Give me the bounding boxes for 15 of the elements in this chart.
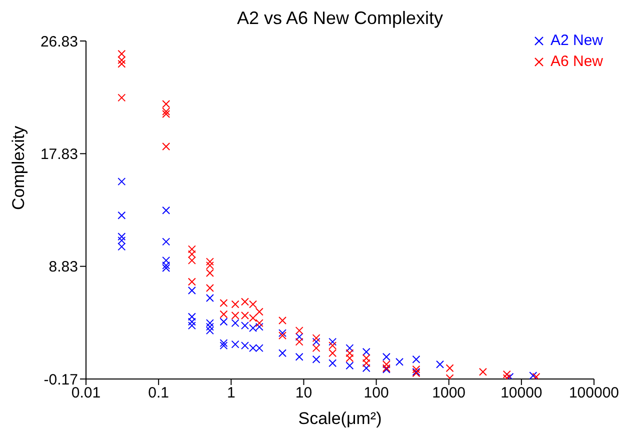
x-tick-label: 0.1 bbox=[148, 384, 169, 402]
legend-label: A6 New bbox=[550, 52, 603, 72]
y-tick-label: 8.83 bbox=[48, 258, 78, 276]
x-axis-title: Scale(μm²) bbox=[298, 409, 382, 428]
x-tick-label: 100 bbox=[364, 384, 389, 402]
y-axis-title: Complexity bbox=[9, 125, 28, 210]
x-tick-label: 100000 bbox=[568, 384, 620, 402]
chart-title: A2 vs A6 New Complexity bbox=[236, 8, 444, 29]
y-tick-label: 26.83 bbox=[40, 33, 78, 50]
x-tick-label: 1000 bbox=[432, 384, 466, 402]
legend-label: A2 New bbox=[550, 31, 603, 51]
y-tick-label: 17.83 bbox=[40, 146, 78, 163]
x-tick-label: 10 bbox=[295, 384, 312, 402]
x-tick-label: 10000 bbox=[500, 384, 542, 402]
x-tick-label: 1 bbox=[226, 384, 236, 402]
